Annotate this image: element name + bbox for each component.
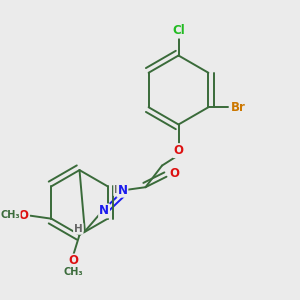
Text: Cl: Cl <box>172 24 185 38</box>
Text: O: O <box>19 208 29 222</box>
Text: Br: Br <box>231 101 246 114</box>
Text: O: O <box>169 167 179 180</box>
Text: N: N <box>117 184 128 197</box>
Text: N: N <box>99 204 109 218</box>
Text: CH₃: CH₃ <box>0 210 20 220</box>
Text: O: O <box>173 144 184 157</box>
Text: O: O <box>68 254 79 268</box>
Text: H: H <box>74 224 83 234</box>
Text: H: H <box>114 185 123 195</box>
Text: CH₃: CH₃ <box>64 267 83 278</box>
